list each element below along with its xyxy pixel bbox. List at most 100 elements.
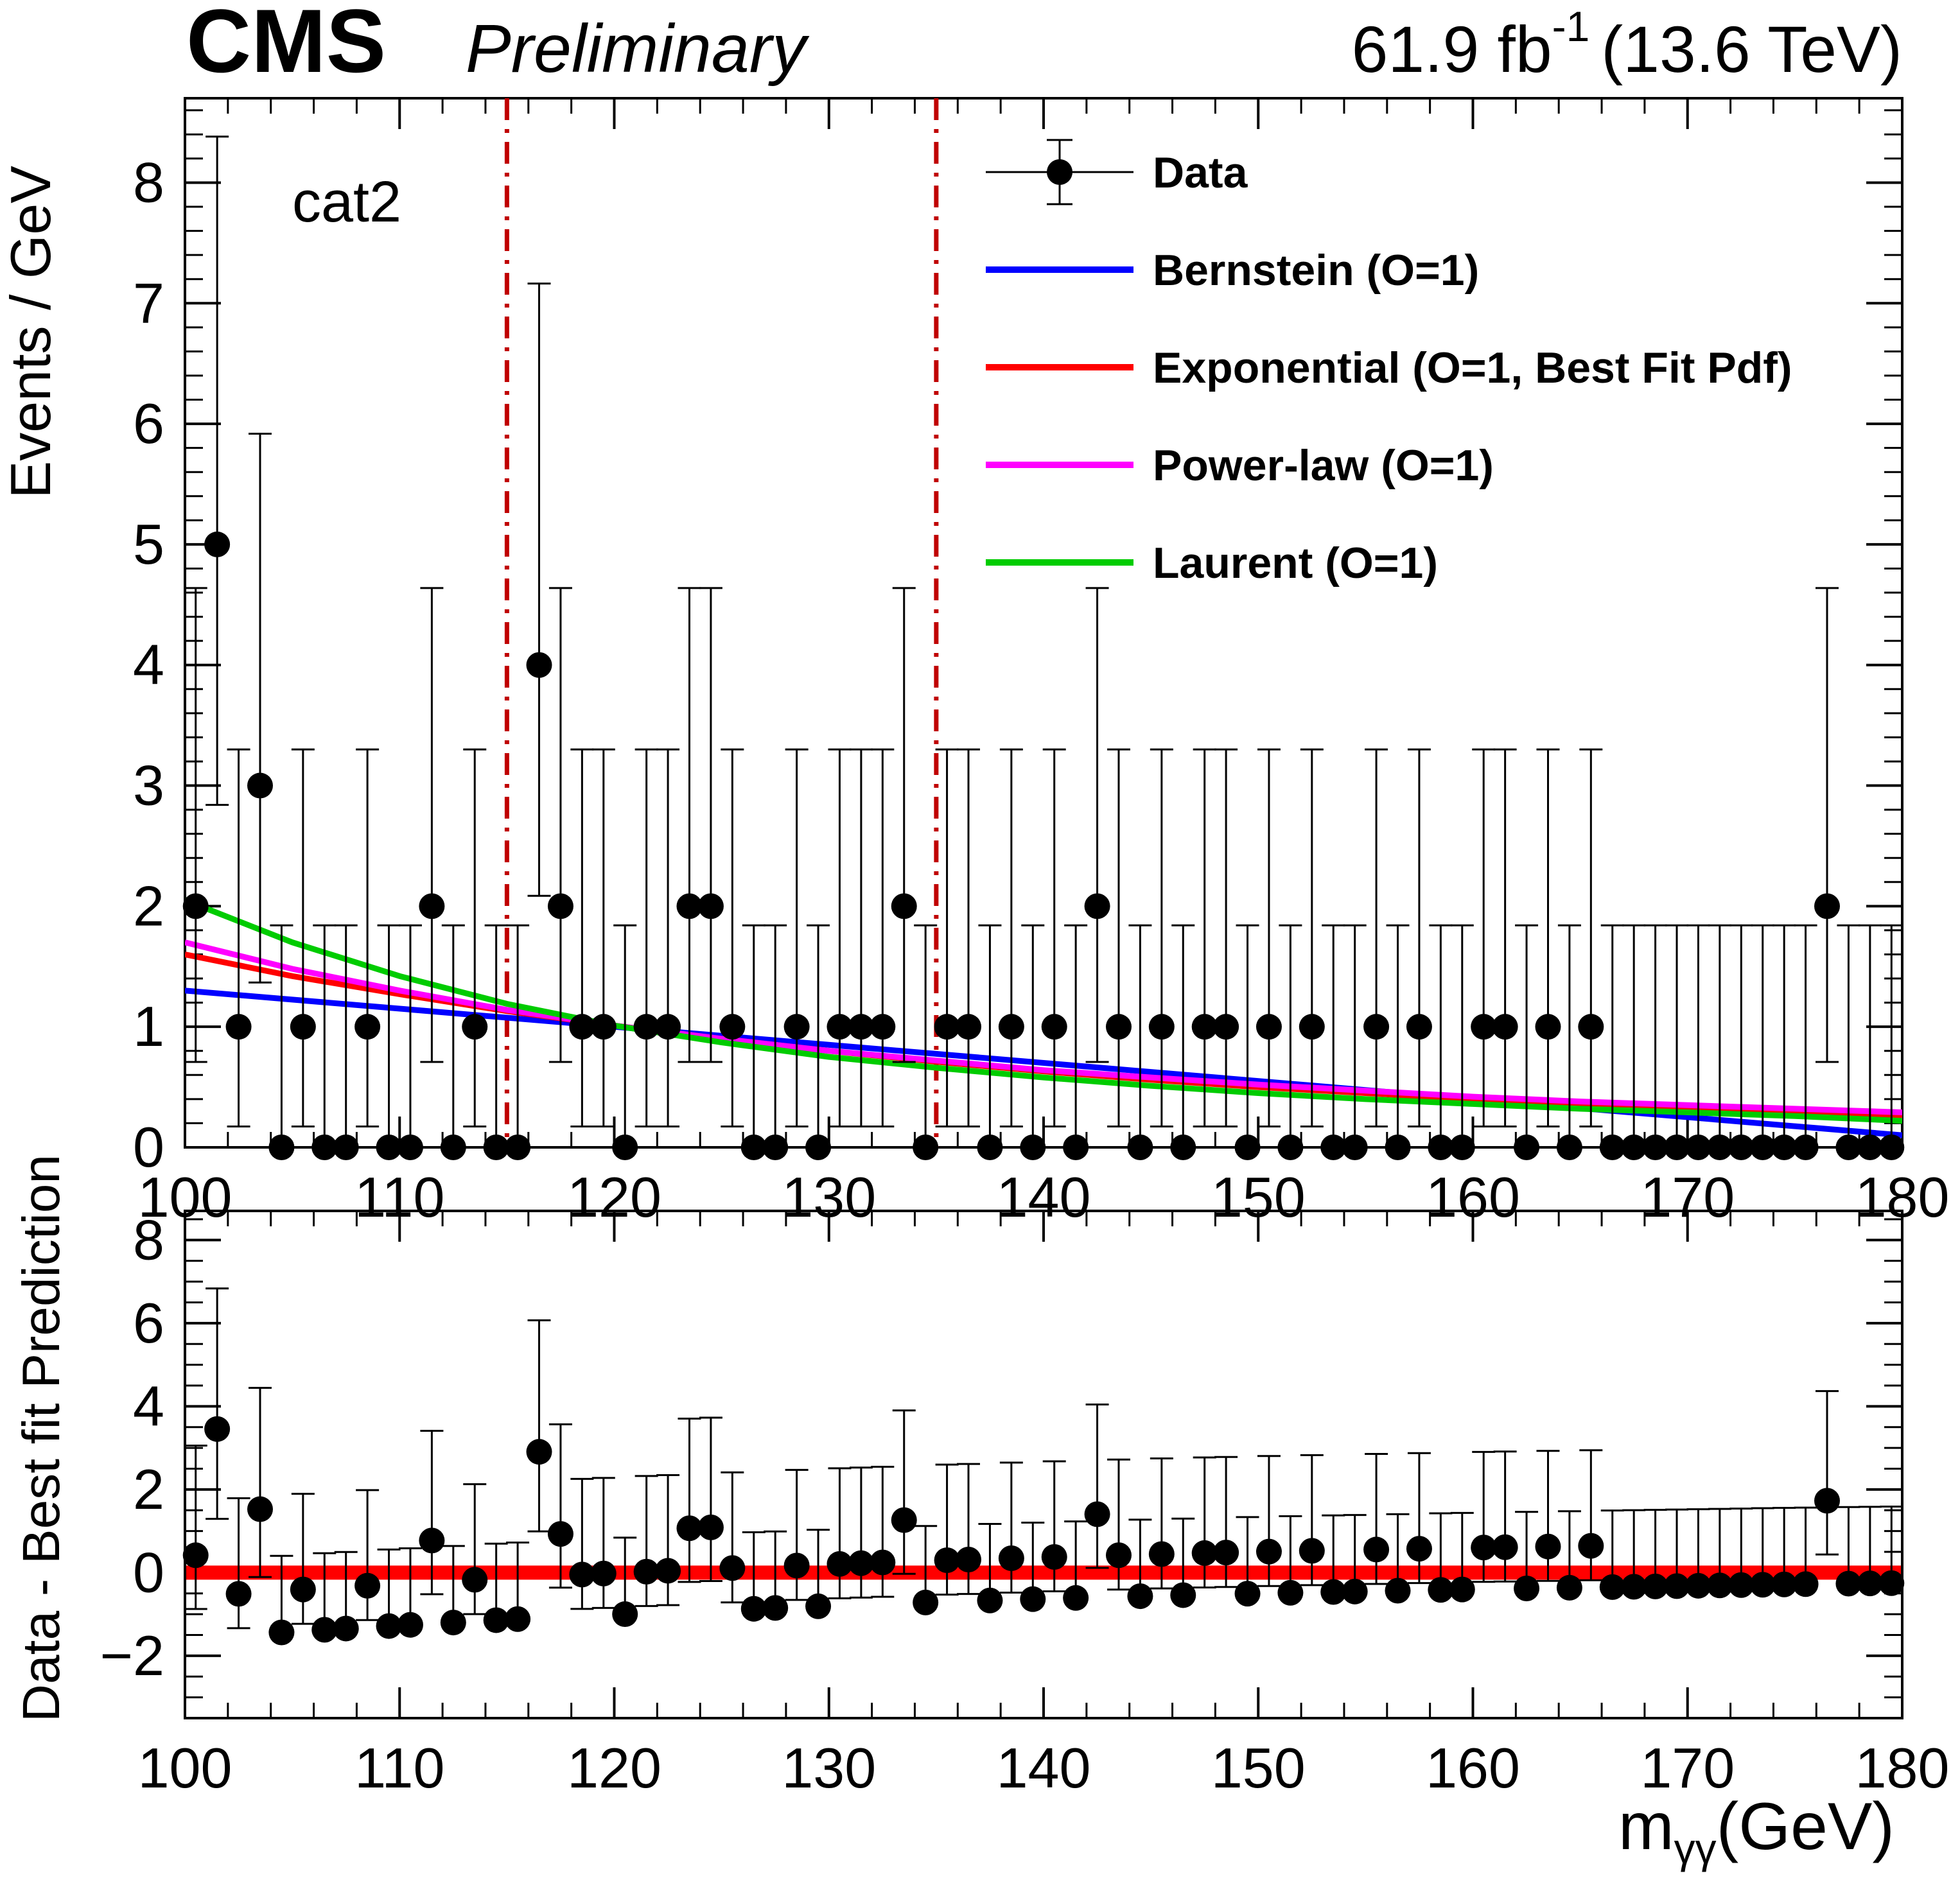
ratio-point [1277, 1579, 1304, 1606]
ratio-x-tick-label: 120 [567, 1736, 661, 1800]
ratio-point [1514, 1575, 1540, 1601]
data-point [1213, 1014, 1239, 1040]
ratio-point [1599, 1574, 1625, 1600]
main-y-axis-title: Events / GeV [0, 166, 62, 499]
ratio-x-tick-label: 160 [1426, 1736, 1520, 1800]
ratio-point [934, 1547, 960, 1574]
ratio-point [1642, 1573, 1668, 1599]
main-y-tick-label: 0 [133, 1115, 164, 1179]
data-point [998, 1014, 1024, 1040]
ratio-point [1299, 1538, 1325, 1564]
data-point [204, 531, 231, 557]
data-point [1127, 1135, 1153, 1160]
ratio-point [590, 1560, 617, 1587]
data-point [913, 1135, 939, 1160]
data-point [333, 1135, 359, 1160]
data-point [1320, 1135, 1347, 1160]
ratio-point [1621, 1574, 1647, 1600]
data-point [290, 1014, 316, 1040]
data-point [1299, 1014, 1325, 1040]
data-point [1170, 1135, 1196, 1160]
ratio-point [655, 1558, 681, 1584]
ratio-y-tick-label: 4 [133, 1374, 164, 1438]
data-point [740, 1135, 767, 1160]
ratio-point [719, 1555, 746, 1581]
data-point [1878, 1135, 1905, 1160]
ratio-point [526, 1439, 552, 1465]
data-point [1385, 1135, 1411, 1160]
legend-label: Laurent (O=1) [1153, 539, 1438, 587]
fit-curves [185, 897, 1902, 1138]
data-point [676, 893, 703, 919]
data-point [655, 1014, 681, 1040]
ratio-point [354, 1572, 381, 1599]
ratio-x-tick-label: 100 [138, 1736, 232, 1800]
ratio-point [1213, 1540, 1239, 1566]
data-point [1428, 1135, 1454, 1160]
ratio-y-tick-label: 2 [133, 1457, 164, 1521]
ratio-point [1191, 1540, 1218, 1566]
ratio-point [1385, 1578, 1411, 1604]
ratio-point [1792, 1571, 1819, 1597]
ratio-x-tick-label: 140 [997, 1736, 1091, 1800]
ratio-point [1771, 1571, 1798, 1597]
data-point [268, 1135, 295, 1160]
data-point [1621, 1135, 1647, 1160]
ratio-point [805, 1593, 832, 1619]
x-axis-title-unit: (GeV) [1717, 1789, 1894, 1864]
ratio-point [1878, 1570, 1905, 1596]
ratio-x-tick-label: 110 [354, 1736, 444, 1800]
data-point [182, 893, 209, 919]
ratio-point [1535, 1533, 1561, 1560]
data-point [1514, 1135, 1540, 1160]
data-point [376, 1135, 402, 1160]
data-point [1063, 1135, 1089, 1160]
data-point [1535, 1014, 1561, 1040]
data-point [1234, 1135, 1261, 1160]
ratio-x-tick-label: 130 [782, 1736, 876, 1800]
ratio-point [1256, 1538, 1282, 1565]
ratio-y-axis-title: Data - Best fit Prediction [12, 1154, 71, 1722]
data-point [311, 1135, 338, 1160]
legend-marker-data-point [1047, 159, 1072, 185]
ratio-point [268, 1619, 295, 1646]
luminosity-value: 61.9 fb [1352, 13, 1552, 86]
data-point [440, 1135, 466, 1160]
ratio-point [870, 1549, 896, 1576]
data-point [977, 1135, 1003, 1160]
main-y-tick-label: 6 [133, 392, 164, 455]
data-point [569, 1014, 595, 1040]
data-points [182, 135, 1905, 1160]
x-axis-title-sub: γγ [1674, 1825, 1717, 1872]
ratio-axis-ticks: 100 110 120 130 140 150 160 170 180 −2 0 2 4 6 8 [100, 1208, 1950, 1800]
data-point [612, 1135, 638, 1160]
data-point [225, 1014, 252, 1040]
data-point [1599, 1135, 1625, 1160]
ratio-point [440, 1610, 466, 1636]
ratio-point [1170, 1582, 1196, 1608]
ratio-point [376, 1613, 402, 1639]
ratio-point [1406, 1536, 1432, 1562]
data-point [1105, 1014, 1132, 1040]
data-point [590, 1014, 617, 1040]
data-point [1749, 1135, 1776, 1160]
data-point [633, 1014, 660, 1040]
ratio-point [1342, 1578, 1368, 1604]
data-point [848, 1014, 874, 1040]
data-point [1191, 1014, 1218, 1040]
ratio-point [956, 1547, 982, 1573]
ratio-point [1857, 1570, 1883, 1597]
data-point [1363, 1014, 1390, 1040]
ratio-x-tick-label: 180 [1855, 1736, 1950, 1800]
ratio-point [311, 1617, 338, 1643]
ratio-point [1449, 1576, 1475, 1603]
main-y-tick-label: 8 [133, 150, 164, 214]
data-point [526, 652, 552, 678]
data-point [1771, 1135, 1798, 1160]
ratio-point [848, 1550, 874, 1576]
main-y-tick-label: 5 [133, 512, 164, 576]
lumi-energy-label: 61.9 fb-1 (13.6 TeV) [1352, 3, 1902, 86]
data-point [1148, 1014, 1175, 1040]
ratio-point [998, 1545, 1024, 1571]
